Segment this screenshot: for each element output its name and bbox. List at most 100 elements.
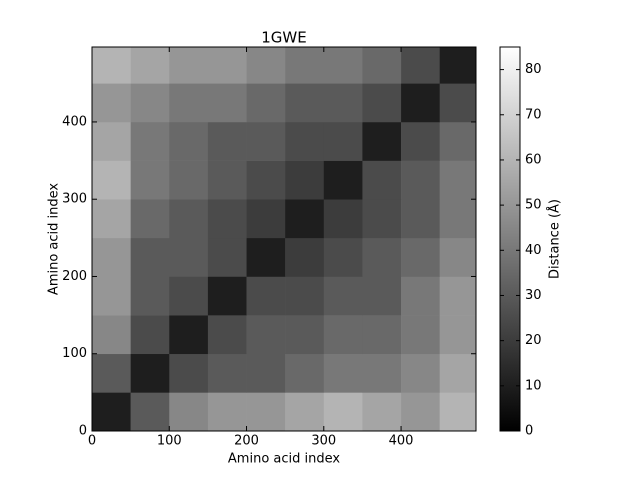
heatmap-cell: [246, 237, 286, 277]
heatmap-cell: [439, 392, 477, 432]
heatmap-cell: [130, 392, 170, 432]
heatmap-cell: [246, 315, 286, 355]
y-axis-label: Amino acid index: [47, 183, 62, 295]
heatmap-cell: [323, 121, 363, 161]
colorbar-tick-label: 10: [525, 378, 542, 393]
heatmap-cell: [401, 276, 440, 316]
heatmap-cell: [401, 121, 440, 161]
heatmap-cell: [169, 121, 209, 161]
heatmap-cell: [92, 199, 131, 239]
y-tick-label: 100: [62, 346, 87, 361]
heatmap-cell: [285, 121, 325, 161]
heatmap-cell: [323, 353, 363, 393]
heatmap-cell: [130, 121, 170, 161]
heatmap-cell: [285, 83, 325, 123]
heatmap-cell: [439, 315, 477, 355]
heatmap-cell: [323, 83, 363, 123]
y-tick-label: 300: [62, 192, 87, 207]
colorbar: [499, 46, 521, 432]
heatmap-cell: [92, 121, 131, 161]
heatmap-cell: [92, 276, 131, 316]
heatmap-cell: [169, 160, 209, 200]
colorbar-tick-label: 30: [525, 288, 542, 303]
heatmap-cell: [246, 276, 286, 316]
heatmap-cell: [401, 199, 440, 239]
x-tick-label: 0: [88, 434, 96, 449]
heatmap-cell: [439, 160, 477, 200]
chart-title: 1GWE: [261, 29, 306, 47]
heatmap-cell: [207, 199, 247, 239]
heatmap-cell: [130, 160, 170, 200]
heatmap-cell: [362, 121, 402, 161]
colorbar-tick-label: 80: [525, 62, 542, 77]
heatmap-cell: [362, 392, 402, 432]
heatmap-cell: [401, 353, 440, 393]
heatmap-cell: [130, 199, 170, 239]
colorbar-tick-label: 40: [525, 243, 542, 258]
heatmap: [92, 47, 477, 432]
heatmap-cell: [439, 83, 477, 123]
heatmap-cell: [323, 315, 363, 355]
heatmap-cell: [92, 160, 131, 200]
heatmap-cell: [130, 237, 170, 277]
heatmap-cell: [285, 47, 325, 84]
heatmap-cell: [362, 353, 402, 393]
heatmap-cell: [92, 353, 131, 393]
heatmap-cell: [439, 47, 477, 84]
heatmap-cell: [246, 47, 286, 84]
x-tick-label: 100: [157, 434, 182, 449]
heatmap-cell: [207, 160, 247, 200]
x-tick-label: 400: [389, 434, 414, 449]
heatmap-cell: [323, 47, 363, 84]
heatmap-cell: [169, 392, 209, 432]
heatmap-cell: [323, 276, 363, 316]
heatmap-cell: [285, 237, 325, 277]
heatmap-cell: [362, 160, 402, 200]
heatmap-cell: [362, 237, 402, 277]
heatmap-cell: [169, 315, 209, 355]
heatmap-cell: [362, 276, 402, 316]
heatmap-cell: [207, 392, 247, 432]
y-tick-label: 400: [62, 114, 87, 129]
heatmap-cell: [92, 83, 131, 123]
heatmap-cell: [285, 392, 325, 432]
heatmap-cell: [401, 83, 440, 123]
x-tick-label: 200: [234, 434, 259, 449]
heatmap-cell: [439, 237, 477, 277]
heatmap-cell: [207, 47, 247, 84]
heatmap-cell: [207, 237, 247, 277]
heatmap-cell: [246, 83, 286, 123]
heatmap-cell: [401, 392, 440, 432]
heatmap-cell: [401, 160, 440, 200]
plot-frame: [91, 46, 477, 432]
heatmap-cell: [92, 47, 131, 84]
colorbar-tick-label: 70: [525, 107, 542, 122]
heatmap-cell: [92, 392, 131, 432]
heatmap-cell: [130, 47, 170, 84]
heatmap-cell: [130, 353, 170, 393]
heatmap-cell: [246, 353, 286, 393]
heatmap-cell: [207, 353, 247, 393]
heatmap-cell: [439, 353, 477, 393]
heatmap-cell: [401, 237, 440, 277]
x-tick-label: 300: [311, 434, 336, 449]
heatmap-cell: [285, 160, 325, 200]
heatmap-cell: [323, 237, 363, 277]
heatmap-cell: [246, 392, 286, 432]
heatmap-cell: [246, 199, 286, 239]
heatmap-cell: [130, 83, 170, 123]
colorbar-tick-label: 60: [525, 152, 542, 167]
heatmap-cell: [362, 83, 402, 123]
heatmap-cell: [207, 315, 247, 355]
y-tick-label: 0: [79, 424, 87, 439]
heatmap-cell: [285, 199, 325, 239]
heatmap-cell: [246, 160, 286, 200]
heatmap-cell: [207, 276, 247, 316]
heatmap-cell: [130, 276, 170, 316]
heatmap-cell: [92, 315, 131, 355]
heatmap-cell: [169, 276, 209, 316]
colorbar-label: Distance (Å): [547, 199, 563, 279]
heatmap-cell: [362, 199, 402, 239]
colorbar-tick-label: 20: [525, 333, 542, 348]
